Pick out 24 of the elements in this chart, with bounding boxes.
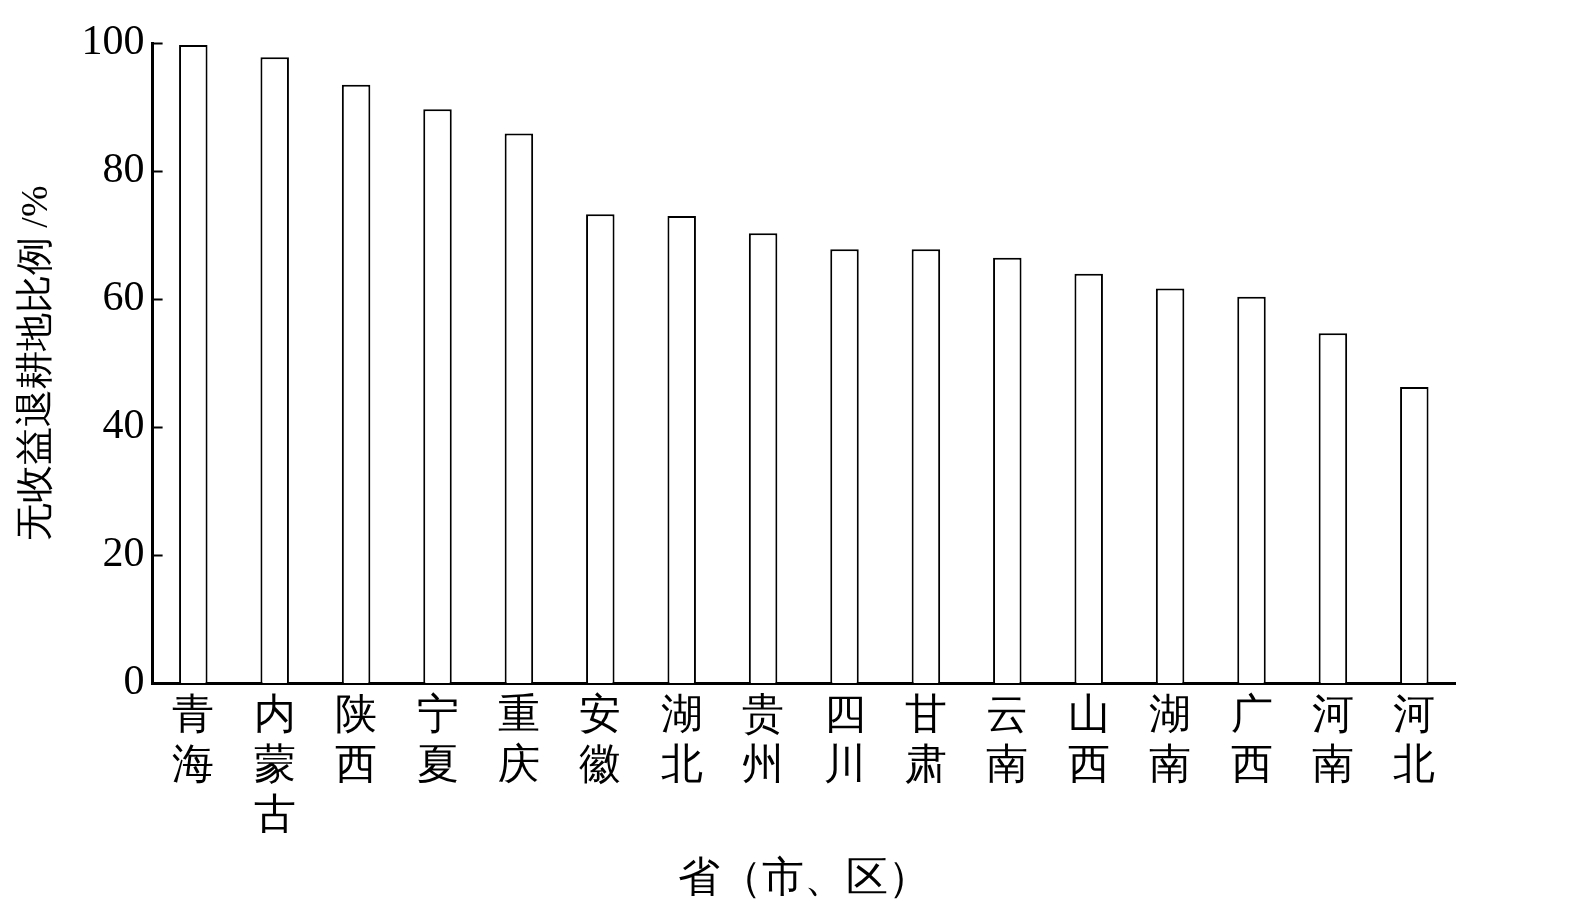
x-tick-label: 四川 [823,690,866,788]
x-tick-label: 甘肃 [904,690,947,788]
x-axis-title: 省（市、区） [677,853,930,900]
x-tick-label: 贵州 [742,690,785,788]
x-tick-label: 青海 [172,690,215,788]
x-tick-label: 湖北 [660,690,703,788]
x-tick-label: 陕西 [335,690,378,788]
x-tick-label: 河北 [1393,690,1436,788]
y-tick-label: 0 [123,657,145,704]
y-tick-label: 20 [102,529,145,576]
x-tick-label: 内蒙古 [253,690,296,838]
x-tick-label: 云南 [986,690,1029,788]
x-tick-label: 重庆 [497,690,540,788]
y-tick-label: 60 [102,273,145,320]
x-tick-label: 安徽 [579,690,622,788]
y-tick-label: 100 [81,17,145,64]
x-tick-label: 河南 [1311,690,1354,788]
x-tick-label: 湖南 [1149,690,1192,788]
x-tick-label: 宁夏 [416,690,459,788]
y-tick-label: 40 [102,401,145,448]
y-axis-title: 无收益退耕地比例 /% [12,185,55,542]
y-tick-label: 80 [102,145,145,192]
x-tick-label: 山西 [1067,690,1110,788]
x-tick-label: 广西 [1230,690,1273,788]
